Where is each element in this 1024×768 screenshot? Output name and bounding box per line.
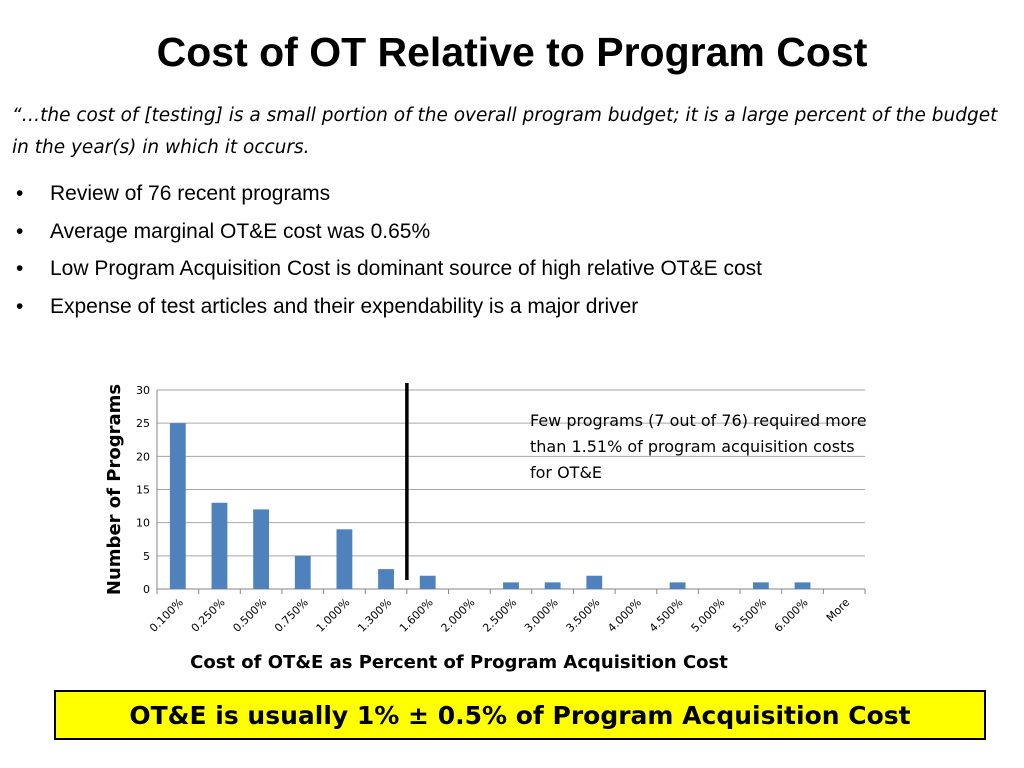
y-tick-label: 10	[136, 517, 150, 530]
x-tick-label: 0.500%	[230, 596, 269, 635]
y-tick-label: 30	[136, 384, 150, 397]
y-axis-title: Number of Programs	[104, 384, 125, 595]
x-tick-label: More	[824, 596, 853, 625]
histogram-chart: 0 5 10 15 20 25 30 0.100% 0.250% 0.500% 0.750% 1.00…	[104, 383, 866, 673]
bullet-glyph: •	[16, 257, 24, 280]
chart-annotation: Few programs (7 out of 76) required more…	[530, 411, 867, 482]
histogram-bar	[669, 582, 686, 589]
x-tick-label: 5.500%	[730, 596, 769, 635]
bullet-text: Review of 76 recent programs	[50, 182, 331, 205]
bullet-text: Average marginal OT&E cost was 0.65%	[50, 219, 431, 243]
summary-callout: OT&E is usually 1% ± 0.5% of Program Acq…	[54, 690, 986, 740]
bullet-item: • Review of 76 recent programs	[12, 175, 1012, 213]
bullet-glyph: •	[16, 182, 24, 205]
x-tick-label: 5.000%	[688, 596, 727, 635]
x-tick-label: 0.750%	[272, 596, 311, 635]
x-tick-label: 1.000%	[314, 596, 353, 635]
x-tick-label: 6.000%	[772, 596, 811, 635]
x-tick-label: 4.500%	[647, 596, 686, 635]
histogram-bar	[336, 529, 353, 589]
bullet-glyph: •	[16, 219, 24, 243]
bullet-item: • Expense of test articles and their expe…	[12, 288, 1012, 326]
histogram-bar	[419, 575, 436, 589]
x-tick-label: 0.100%	[147, 596, 186, 635]
y-tick-label: 0	[143, 583, 150, 596]
histogram-bar	[503, 582, 519, 589]
bullet-item: • Low Program Acquisition Cost is dominan…	[12, 250, 1012, 288]
slide-title: Cost of OT Relative to Program Cost	[156, 29, 868, 75]
x-axis-title: Cost of OT&E as Percent of Program Acqui…	[190, 652, 728, 673]
bullet-glyph: •	[16, 294, 24, 318]
y-tick-label: 20	[136, 450, 150, 463]
histogram-bar	[294, 555, 311, 589]
bullet-item: • Average marginal OT&E cost was 0.65%	[12, 213, 1012, 251]
histogram-bar	[253, 509, 270, 589]
summary-callout-text: OT&E is usually 1% ± 0.5% of Program Acq…	[129, 700, 911, 730]
bullet-text: Low Program Acquisition Cost is dominant…	[50, 257, 762, 280]
y-tick-label: 5	[143, 550, 150, 563]
x-tick-label: 2.000%	[439, 596, 478, 635]
histogram-bar	[544, 582, 561, 589]
y-tick-label: 15	[136, 484, 150, 497]
x-tick-label: 2.500%	[480, 596, 519, 635]
x-tick-label: 3.000%	[522, 596, 561, 635]
x-tick-label: 4.000%	[605, 596, 644, 635]
x-tick-label: 1.300%	[355, 596, 394, 635]
y-tick-label: 25	[136, 417, 150, 430]
histogram-bar	[378, 569, 394, 589]
x-tick-label: 0.250%	[189, 596, 228, 635]
bullet-text: Expense of test articles and their expen…	[50, 294, 639, 318]
x-tick-label: 3.500%	[564, 596, 603, 635]
histogram-bar	[794, 582, 811, 589]
histogram-bar	[211, 502, 228, 589]
quote-text: “…the cost of [testing] is a small porti…	[12, 105, 998, 158]
histogram-bar	[586, 575, 603, 589]
histogram-bar	[169, 423, 186, 589]
histogram-bar	[752, 582, 769, 589]
bullet-list: • Review of 76 recent programs • Average m…	[12, 175, 1012, 325]
x-tick-label: 1.600%	[397, 596, 436, 635]
